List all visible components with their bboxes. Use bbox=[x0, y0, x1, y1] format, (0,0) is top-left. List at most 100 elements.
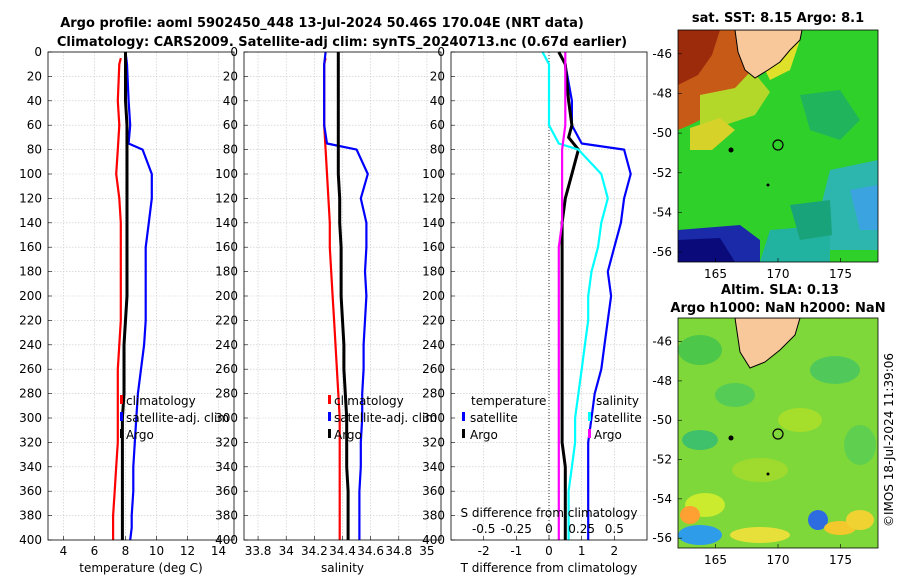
y-tick-label: 280 bbox=[422, 387, 445, 401]
y-tick-label: 380 bbox=[19, 509, 42, 523]
y-tick-label: 280 bbox=[215, 387, 238, 401]
map-y-tick-label: -52 bbox=[652, 453, 672, 467]
y-tick-label: 400 bbox=[215, 533, 238, 547]
sst-map-title: sat. SST: 8.15 Argo: 8.1 bbox=[692, 11, 864, 26]
y-tick-label: 180 bbox=[215, 265, 238, 279]
y-tick-label: 240 bbox=[215, 338, 238, 352]
y-tick-label: 180 bbox=[19, 265, 42, 279]
y-tick-label: 220 bbox=[215, 313, 238, 327]
map-x-tick-label: 175 bbox=[829, 553, 852, 567]
y-tick-label: 340 bbox=[422, 460, 445, 474]
y-tick-label: 240 bbox=[422, 338, 445, 352]
y-tick-label: 100 bbox=[422, 167, 445, 181]
y-tick-label: 220 bbox=[422, 313, 445, 327]
imos-watermark: ©IMOS 18-Jul-2024 11:39:06 bbox=[882, 353, 896, 527]
x-tick-label: 0 bbox=[545, 544, 553, 558]
y-tick-label: 0 bbox=[437, 45, 445, 59]
y-tick-label: 300 bbox=[19, 411, 42, 425]
y-tick-label: 20 bbox=[430, 69, 445, 83]
legend-label: climatology bbox=[334, 394, 404, 408]
legend-swatch bbox=[588, 429, 591, 438]
map-x-tick-label: 170 bbox=[767, 267, 790, 281]
y-tick-label: 340 bbox=[215, 460, 238, 474]
plot-frame bbox=[243, 51, 442, 541]
x-tick-label: -2 bbox=[478, 544, 490, 558]
x-tick-label: 34.4 bbox=[329, 544, 356, 558]
map-y-tick-label: -54 bbox=[652, 492, 672, 506]
y-tick-label: 40 bbox=[27, 94, 42, 108]
title-line1: Argo profile: aoml 5902450_448 13-Jul-20… bbox=[60, 16, 584, 31]
difference-panel: 0204060801001201401601802002202402602803… bbox=[422, 45, 648, 575]
series-line-t-argo bbox=[557, 51, 580, 540]
y-tick-label: 200 bbox=[19, 289, 42, 303]
y-tick-label: 100 bbox=[19, 167, 42, 181]
x-tick-label: 1 bbox=[578, 544, 586, 558]
y-tick-label: 360 bbox=[215, 484, 238, 498]
y-tick-label: 380 bbox=[215, 509, 238, 523]
legend-swatch bbox=[462, 412, 465, 421]
x-tick-label: 34.6 bbox=[357, 544, 384, 558]
y-tick-label: 40 bbox=[430, 94, 445, 108]
y-tick-label: 80 bbox=[430, 143, 445, 157]
plot-frame bbox=[450, 51, 648, 541]
map-y-tick-label: -46 bbox=[652, 47, 672, 61]
legend-label: satellite-adj. clim bbox=[126, 411, 229, 425]
legend-swatch bbox=[120, 429, 123, 438]
y-tick-label: 300 bbox=[422, 411, 445, 425]
map-y-tick-label: -54 bbox=[652, 205, 672, 219]
salinity-panel: 0204060801001201401601802002202402602803… bbox=[215, 45, 442, 575]
temperature-panel: 0204060801001201401601802002202402602803… bbox=[19, 45, 235, 575]
plot-frame bbox=[47, 51, 235, 541]
map-y-tick-label: -56 bbox=[652, 245, 672, 259]
y-tick-label: 240 bbox=[19, 338, 42, 352]
legend-swatch bbox=[120, 412, 123, 421]
y-tick-label: 100 bbox=[215, 167, 238, 181]
y-tick-label: 0 bbox=[34, 45, 42, 59]
y-tick-label: 20 bbox=[27, 69, 42, 83]
y-tick-label: 320 bbox=[422, 435, 445, 449]
legend-swatch bbox=[328, 395, 331, 404]
x-tick-label: 34.2 bbox=[301, 544, 328, 558]
top-x-tick-label: 0.25 bbox=[568, 522, 595, 536]
map-y-tick-label: -50 bbox=[652, 126, 672, 140]
y-tick-label: 80 bbox=[27, 143, 42, 157]
top-x-axis-label: S difference from climatology bbox=[461, 506, 638, 520]
y-tick-label: 20 bbox=[223, 69, 238, 83]
y-tick-label: 400 bbox=[422, 533, 445, 547]
y-tick-label: 0 bbox=[230, 45, 238, 59]
map-x-tick-label: 165 bbox=[704, 553, 727, 567]
y-tick-label: 40 bbox=[223, 94, 238, 108]
x-tick-label: 10 bbox=[149, 544, 164, 558]
y-tick-label: 120 bbox=[215, 191, 238, 205]
legend-label: satellite bbox=[470, 411, 518, 425]
y-tick-label: 60 bbox=[223, 118, 238, 132]
map-y-tick-label: -50 bbox=[652, 413, 672, 427]
y-tick-label: 320 bbox=[215, 435, 238, 449]
legend-title-salinity: salinity bbox=[596, 394, 639, 408]
series-line-satellite-adj-clim bbox=[323, 51, 369, 540]
x-tick-label: -1 bbox=[510, 544, 522, 558]
series-line-climatology bbox=[111, 57, 122, 540]
y-tick-label: 60 bbox=[27, 118, 42, 132]
x-tick-label: 35 bbox=[419, 544, 434, 558]
sst-map: sat. SST: 8.15 Argo: 8.1 -46 -48 -50 -52 -54… bbox=[652, 11, 879, 281]
legend-swatch bbox=[462, 429, 465, 438]
x-axis-label: T difference from climatology bbox=[460, 561, 638, 575]
y-tick-label: 140 bbox=[215, 216, 238, 230]
x-tick-label: 33.8 bbox=[245, 544, 272, 558]
y-tick-label: 180 bbox=[422, 265, 445, 279]
y-tick-label: 80 bbox=[223, 143, 238, 157]
y-tick-label: 400 bbox=[19, 533, 42, 547]
series-line-s-satellite bbox=[541, 51, 609, 540]
y-tick-label: 300 bbox=[215, 411, 238, 425]
y-tick-label: 340 bbox=[19, 460, 42, 474]
x-tick-label: 6 bbox=[91, 544, 99, 558]
y-tick-label: 260 bbox=[215, 362, 238, 376]
legend-label: climatology bbox=[126, 394, 196, 408]
sla-map-title-line2: Argo h1000: NaN h2000: NaN bbox=[670, 301, 885, 316]
sla-map-title-line1: Altim. SLA: 0.13 bbox=[721, 283, 839, 298]
x-tick-label: 4 bbox=[60, 544, 68, 558]
x-tick-label: 14 bbox=[211, 544, 226, 558]
legend-label: Argo bbox=[594, 428, 622, 442]
